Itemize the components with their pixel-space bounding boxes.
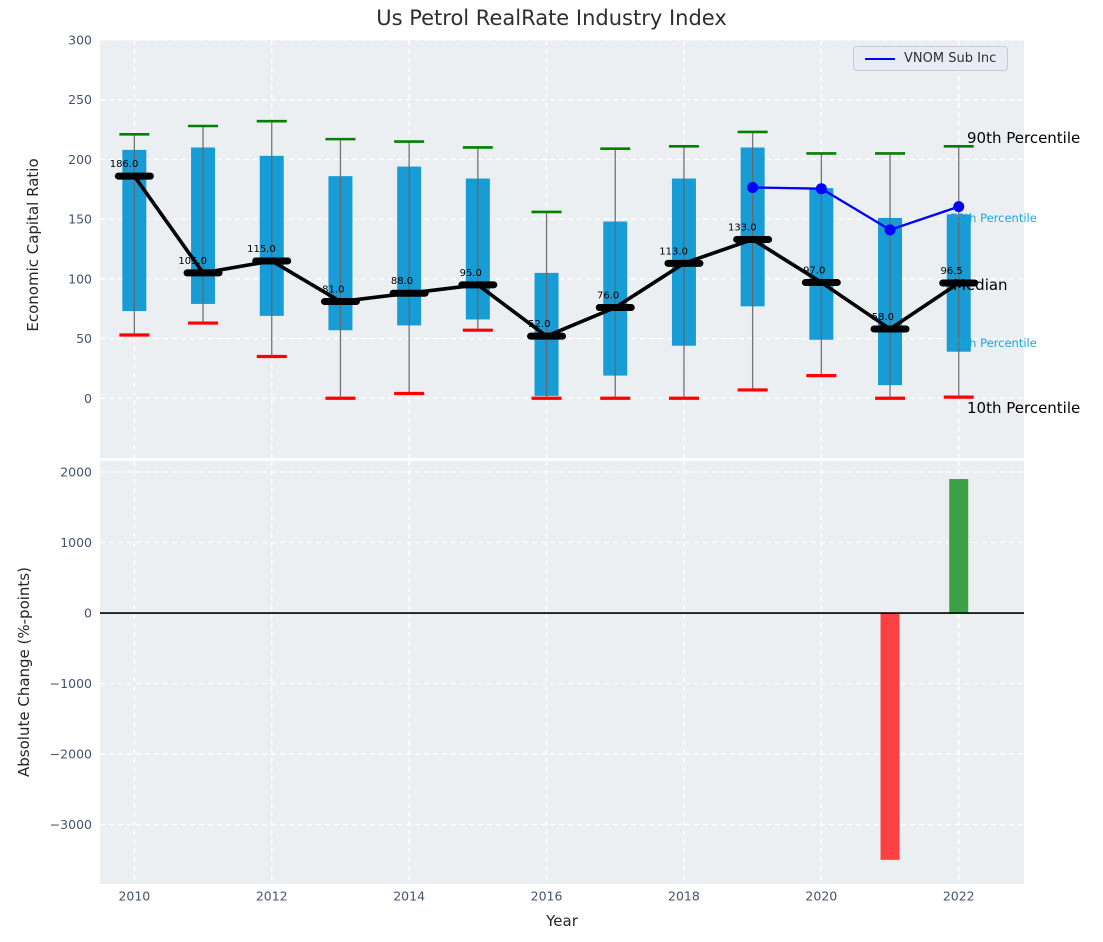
bottom-y-tick-label: −3000 (50, 817, 92, 832)
x-tick-label: 2018 (668, 889, 700, 904)
bottom-y-tick-label: 2000 (60, 464, 92, 479)
annotation-median: Median (953, 276, 1008, 294)
x-tick-label: 2022 (943, 889, 975, 904)
median-value-label: 76.0 (597, 291, 619, 302)
annotation-25th-percentile: 25th Percentile (950, 336, 1037, 350)
top-y-tick-label: 200 (68, 152, 92, 167)
vnom-point (747, 181, 759, 193)
top-y-tick-label: 0 (84, 391, 92, 406)
vnom-line (752, 186, 960, 232)
x-tick-label: 2016 (531, 889, 563, 904)
median-value-label: 97.0 (803, 265, 825, 276)
x-axis-label: Year (546, 912, 578, 930)
vnom-point (953, 201, 965, 213)
box-whisker-year-2014 (394, 140, 425, 396)
top-y-tick-label: 100 (68, 271, 92, 286)
top-y-axis-label: Economic Capital Ratio (24, 158, 42, 332)
x-tick-label: 2020 (805, 889, 837, 904)
median-value-label: 96.5 (940, 266, 962, 277)
change-bar-2022 (949, 479, 969, 614)
annotation-90th-percentile: 90th Percentile (967, 129, 1081, 147)
median-value-label: 133.0 (728, 222, 757, 233)
top-y-tick-label: 150 (68, 212, 92, 227)
vnom-point (884, 224, 896, 236)
median-value-label: 113.0 (659, 246, 688, 257)
bottom-y-tick-label: −1000 (50, 676, 92, 691)
median-value-label: 58.0 (872, 312, 894, 323)
top-plot-background (100, 40, 1024, 458)
x-tick-label: 2014 (393, 889, 425, 904)
x-tick-label: 2012 (256, 889, 288, 904)
bottom-y-tick-label: 0 (84, 606, 92, 621)
box-whisker-year-2011 (188, 124, 219, 325)
top-y-tick-label: 300 (68, 33, 92, 48)
box-whisker-year-2019 (737, 130, 768, 392)
median-value-label: 186.0 (110, 159, 139, 170)
legend-label: VNOM Sub Inc (904, 51, 997, 66)
median-value-label: 52.0 (528, 319, 550, 330)
box-whisker-year-2017 (600, 147, 631, 400)
vnom-point (815, 183, 827, 195)
median-value-label: 95.0 (460, 268, 482, 279)
bottom-plot-background (100, 461, 1024, 884)
box-whisker-year-2012 (256, 119, 287, 359)
legend-line-swatch (865, 57, 895, 60)
bottom-y-axis-label: Absolute Change (%-points) (15, 567, 33, 777)
box-whisker-year-2021 (875, 152, 906, 400)
annotation-10th-percentile: 10th Percentile (967, 399, 1081, 417)
median-value-label: 88.0 (391, 276, 413, 287)
top-y-tick-label: 50 (76, 331, 92, 346)
bottom-y-tick-label: 1000 (60, 535, 92, 550)
box-whisker-year-2015 (462, 146, 493, 332)
box-whisker-year-2020 (806, 152, 837, 378)
x-tick-label: 2010 (118, 889, 150, 904)
legend: VNOM Sub Inc (853, 46, 1009, 71)
annotation-75th-percentile: 75th Percentile (950, 211, 1037, 225)
top-y-tick-label: 250 (68, 92, 92, 107)
median-value-label: 105.0 (178, 256, 207, 267)
median-value-label: 115.0 (247, 244, 276, 255)
chart-title: Us Petrol RealRate Industry Index (376, 6, 727, 30)
bottom-y-tick-label: −2000 (50, 747, 92, 762)
median-value-label: 81.0 (322, 285, 344, 296)
change-bar-2021 (880, 613, 900, 860)
